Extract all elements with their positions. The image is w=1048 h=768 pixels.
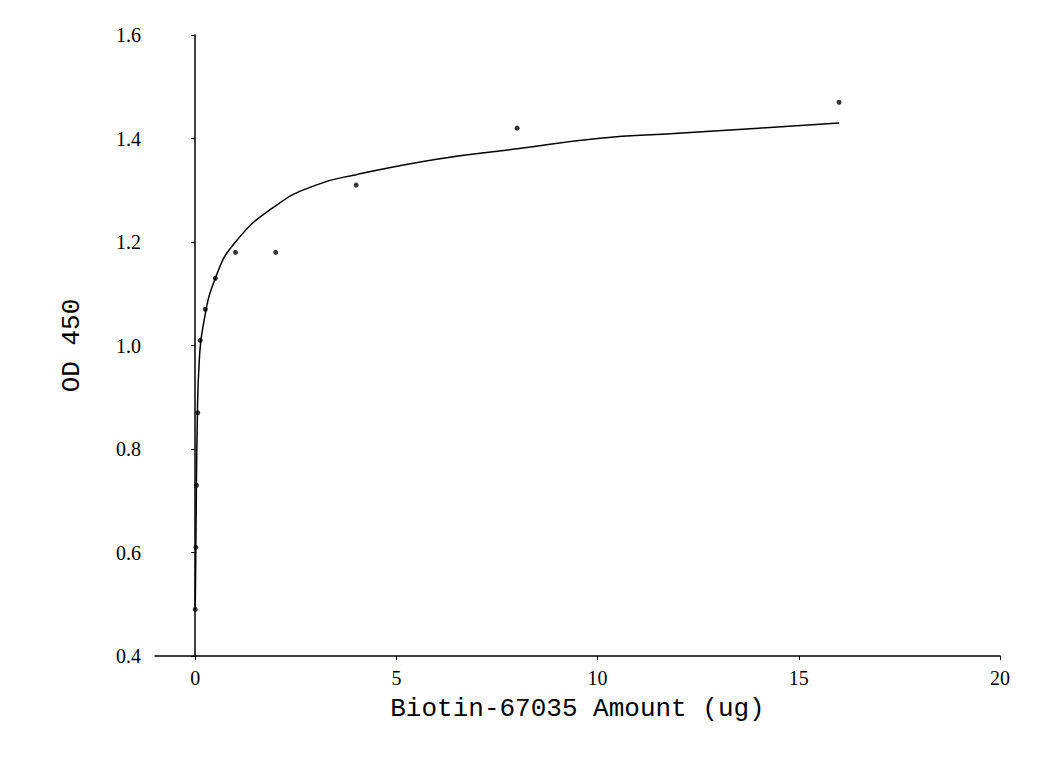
svg-text:1.4: 1.4 — [116, 128, 141, 150]
svg-text:1.2: 1.2 — [116, 231, 141, 253]
svg-text:0.4: 0.4 — [116, 645, 141, 667]
svg-text:0.8: 0.8 — [116, 438, 141, 460]
svg-text:1.0: 1.0 — [116, 335, 141, 357]
svg-text:20: 20 — [990, 667, 1010, 689]
svg-text:0.6: 0.6 — [116, 542, 141, 564]
svg-text:5: 5 — [391, 667, 401, 689]
svg-text:10: 10 — [588, 667, 608, 689]
svg-text:OD 450: OD 450 — [57, 299, 87, 393]
svg-text:15: 15 — [789, 667, 809, 689]
svg-text:0: 0 — [190, 667, 200, 689]
svg-text:Biotin-67035 Amount (ug): Biotin-67035 Amount (ug) — [390, 694, 764, 724]
svg-text:1.6: 1.6 — [116, 24, 141, 46]
